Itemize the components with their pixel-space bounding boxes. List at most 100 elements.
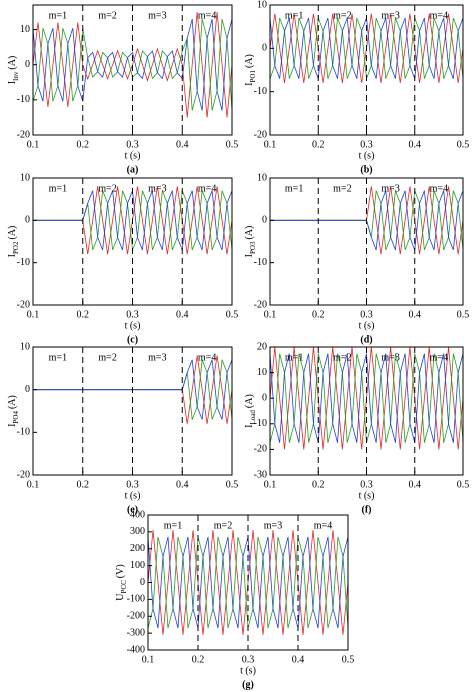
x-tick-label: 0.5 [457,479,470,490]
x-tick-label: 0.2 [312,309,325,320]
mode-label: m=4 [198,352,216,363]
mode-label: m=1 [49,352,67,363]
y-tick-label: -10 [254,418,267,429]
panel: m=1 m=2 m=3 m=4 0.1 0.2 0.3 0.4 0.5 -20 -10 0 10 t (s… [7,172,238,345]
mode-label: m=3 [148,10,166,21]
y-tick-label: -10 [17,94,30,105]
y-label-unit: (A) [244,226,255,240]
y-tick-label: -100 [127,594,145,605]
y-label-symbol: I [244,254,255,257]
y-tick-label: 400 [130,509,145,520]
x-axis-label: t (s) [359,490,375,501]
x-tick-label: 0.5 [226,139,239,150]
y-tick-label: 200 [130,543,145,554]
x-tick-label: 0.4 [292,654,305,665]
mode-label: m=4 [430,10,448,21]
y-tick-label: -20 [17,129,30,140]
panel: m=1 m=2 m=3 m=4 0.1 0.2 0.3 0.4 0.5 -20 -10 0 10 t (s… [244,0,469,175]
x-tick-label: 0.5 [226,309,239,320]
y-axis-label: IPO2(A) [7,226,19,258]
waveform [33,11,232,118]
panel-caption: (e) [127,504,138,515]
y-tick-label: 10 [20,172,30,183]
mode-label: m=2 [98,352,116,363]
mode-label: m=4 [198,10,216,21]
mode-label: m=4 [314,520,332,531]
panel: m=1 m=2 m=3 m=4 0.1 0.2 0.3 0.4 0.5 -400 -300 -200 -… [115,509,354,690]
mode-label: m=2 [333,352,351,363]
y-label-symbol: I [7,424,18,427]
x-tick-label: 0.5 [457,309,470,320]
y-label-subscript: PO4 [12,411,20,424]
y-tick-label: 10 [20,341,30,352]
y-label-symbol: I [7,254,18,257]
mode-label: m=3 [381,10,399,21]
mode-label: m=2 [214,520,232,531]
panel: m=1 m=2 m=3 m=4 0.1 0.2 0.3 0.4 0.5 -30 -20 -10 0 10 2… [244,341,469,515]
mode-label: m=2 [98,183,116,194]
y-tick-label: -30 [254,469,267,480]
x-tick-label: 0.3 [126,139,139,150]
y-tick-label: 0 [262,215,267,226]
y-tick-label: 0 [262,43,267,54]
y-tick-label: -10 [17,427,30,438]
y-label-symbol: I [7,81,18,84]
y-label-unit: (A) [244,394,255,408]
mode-label: m=3 [148,352,166,363]
panel-caption: (a) [127,164,139,175]
waveform [148,530,348,635]
x-tick-label: 0.3 [126,309,139,320]
y-axis-label: IPO3(A) [244,226,256,258]
mode-label: m=1 [164,520,182,531]
panel-caption: (g) [242,679,254,690]
waveform [270,353,463,443]
x-tick-label: 0.4 [176,479,189,490]
y-tick-label: -200 [127,611,145,622]
y-label-unit: (A) [7,226,18,240]
x-tick-label: 0.4 [409,139,422,150]
panel: m=1 m=2 m=3 m=4 0.1 0.2 0.3 0.4 0.5 -20 -10 0 10 t (s… [244,172,469,345]
mode-label: m=3 [381,352,399,363]
y-label-unit: (V) [115,564,126,578]
x-tick-label: 0.1 [27,139,40,150]
y-label-subscript: PO2 [12,241,20,254]
x-tick-label: 0.3 [242,654,255,665]
y-label-unit: (A) [7,56,18,70]
y-tick-label: -300 [127,627,145,638]
y-tick-label: 0 [25,59,30,70]
panel-caption: (c) [127,334,138,345]
y-tick-label: -20 [254,129,267,140]
mode-label: m=4 [430,352,448,363]
y-axis-label: IInv(A) [7,56,19,85]
y-label-symbol: I [244,424,255,427]
y-label-subscript: Load [249,410,257,425]
y-label-subscript: PCC [120,580,128,594]
mode-label: m=4 [430,183,448,194]
y-tick-label: -20 [254,299,267,310]
y-tick-label: -10 [254,86,267,97]
y-tick-label: 0 [262,392,267,403]
y-tick-label: 300 [130,526,145,537]
x-tick-label: 0.1 [264,479,277,490]
mode-label: m=3 [264,520,282,531]
panel-caption: (b) [360,164,372,175]
y-tick-label: 10 [257,172,267,183]
x-tick-label: 0.4 [176,309,189,320]
x-tick-label: 0.1 [264,139,277,150]
x-axis-label: t (s) [359,320,375,331]
mode-label: m=4 [198,183,216,194]
y-tick-label: -10 [17,257,30,268]
y-tick-label: 10 [257,367,267,378]
y-tick-label: 0 [25,384,30,395]
x-tick-label: 0.4 [409,479,422,490]
mode-label: m=1 [285,10,303,21]
panel-caption: (d) [360,334,372,345]
x-tick-label: 0.1 [27,309,40,320]
mode-label: m=1 [49,10,67,21]
y-label-subscript: PO3 [249,241,257,254]
y-axis-label: UPCC (V) [115,564,127,600]
panel: m=1 m=2 m=3 m=4 0.1 0.2 0.3 0.4 0.5 -20 -10 0 10 t (s… [7,4,239,175]
y-tick-label: 10 [257,0,267,10]
y-tick-label: -400 [127,644,145,655]
